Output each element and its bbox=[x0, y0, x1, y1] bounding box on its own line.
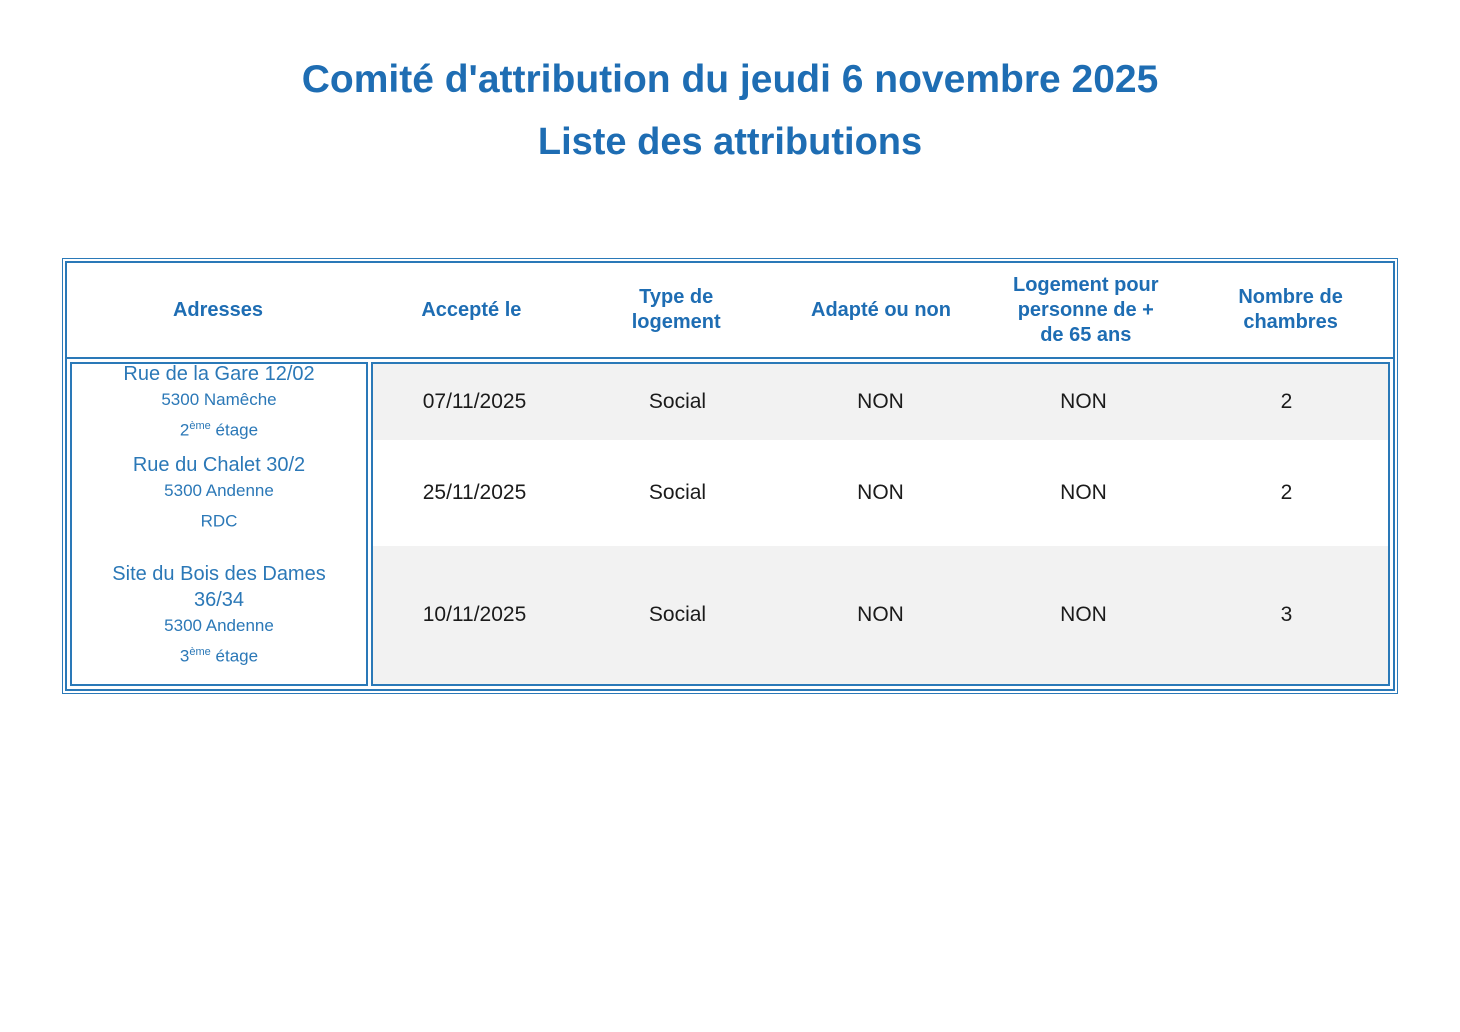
senior-housing-cell: NON bbox=[1060, 390, 1107, 413]
accepted-date-cell: 10/11/2025 bbox=[422, 603, 527, 626]
column-header-nombre-chambres: Nombre de chambres bbox=[1188, 263, 1393, 357]
column-header-accepte-le: Accepté le bbox=[369, 263, 574, 357]
table-row: 07/11/2025 Social NON NON 2 bbox=[373, 364, 1388, 440]
address-column-box: Rue de la Gare 12/02 5300 Namêche 2ème é… bbox=[70, 362, 368, 686]
page-subtitle: Liste des attributions bbox=[537, 121, 923, 163]
floor-word: étage bbox=[210, 420, 259, 440]
housing-type-cell: Social bbox=[648, 481, 707, 504]
accepted-date-cell: 25/11/2025 bbox=[422, 481, 527, 504]
floor-word: étage bbox=[210, 646, 259, 666]
floor-ordinal-suffix: ème bbox=[189, 419, 211, 432]
data-column-box: 07/11/2025 Social NON NON 2 25/11/2025 S… bbox=[371, 362, 1390, 686]
address-city: 5300 Andenne bbox=[164, 615, 274, 635]
column-header-logement-65-ans: Logement pour personne de + de 65 ans bbox=[983, 263, 1188, 357]
attributions-table: Adresses Accepté le Type de logement Ada… bbox=[62, 258, 1398, 694]
housing-type-cell: Social bbox=[648, 603, 707, 626]
bedrooms-cell: 2 bbox=[1280, 390, 1293, 413]
adapted-cell: NON bbox=[857, 390, 904, 413]
table-row: 10/11/2025 Social NON NON 3 bbox=[373, 546, 1388, 684]
table-row: 25/11/2025 Social NON NON 2 bbox=[373, 440, 1388, 546]
bedrooms-cell: 2 bbox=[1280, 481, 1293, 504]
accepted-date-cell: 07/11/2025 bbox=[422, 390, 527, 413]
column-header-adresses: Adresses bbox=[67, 263, 369, 357]
column-header-adapte: Adapté ou non bbox=[779, 263, 984, 357]
address-entry: Rue du Chalet 30/2 5300 Andenne RDC bbox=[72, 440, 366, 546]
column-header-label: Accepté le bbox=[421, 298, 522, 321]
housing-type-cell: Social bbox=[648, 390, 707, 413]
senior-housing-cell: NON bbox=[1060, 603, 1107, 626]
table-body: Rue de la Gare 12/02 5300 Namêche 2ème é… bbox=[67, 359, 1393, 689]
table-header-row: Adresses Accepté le Type de logement Ada… bbox=[67, 263, 1393, 359]
address-floor: 3ème étage bbox=[180, 639, 258, 670]
address-city: 5300 Andenne bbox=[164, 480, 274, 500]
adapted-cell: NON bbox=[857, 603, 904, 626]
address-name-line2: 36/34 bbox=[193, 588, 245, 611]
floor-number: 2 bbox=[179, 420, 190, 440]
column-header-label: Adresses bbox=[172, 298, 264, 321]
address-floor: 2ème étage bbox=[180, 413, 258, 444]
attributions-table-inner: Adresses Accepté le Type de logement Ada… bbox=[65, 261, 1395, 691]
address-name: Rue de la Gare 12/02 bbox=[123, 362, 315, 385]
address-name: Rue du Chalet 30/2 bbox=[132, 453, 306, 476]
page-title: Comité d'attribution du jeudi 6 novembre… bbox=[301, 58, 1159, 101]
title-block: Comité d'attribution du jeudi 6 novembre… bbox=[0, 0, 1460, 161]
column-header-label: Nombre de chambres bbox=[1238, 286, 1343, 333]
address-entry: Rue de la Gare 12/02 5300 Namêche 2ème é… bbox=[72, 362, 366, 440]
adapted-cell: NON bbox=[857, 481, 904, 504]
column-header-label: Logement pour personne de + de 65 ans bbox=[1013, 273, 1159, 346]
bedrooms-cell: 3 bbox=[1280, 603, 1293, 626]
address-floor: RDC bbox=[201, 504, 238, 535]
floor-number: RDC bbox=[200, 511, 238, 531]
address-entry: Site du Bois des Dames 36/34 5300 Andenn… bbox=[72, 546, 366, 684]
floor-number: 3 bbox=[179, 646, 190, 666]
address-city: 5300 Namêche bbox=[161, 389, 277, 409]
column-header-label: Adapté ou non bbox=[811, 298, 951, 321]
floor-ordinal-suffix: ème bbox=[189, 645, 211, 658]
senior-housing-cell: NON bbox=[1060, 481, 1107, 504]
column-header-type-logement: Type de logement bbox=[574, 263, 779, 357]
address-name: Site du Bois des Dames bbox=[112, 562, 326, 585]
column-header-label: Type de logement bbox=[631, 286, 721, 333]
